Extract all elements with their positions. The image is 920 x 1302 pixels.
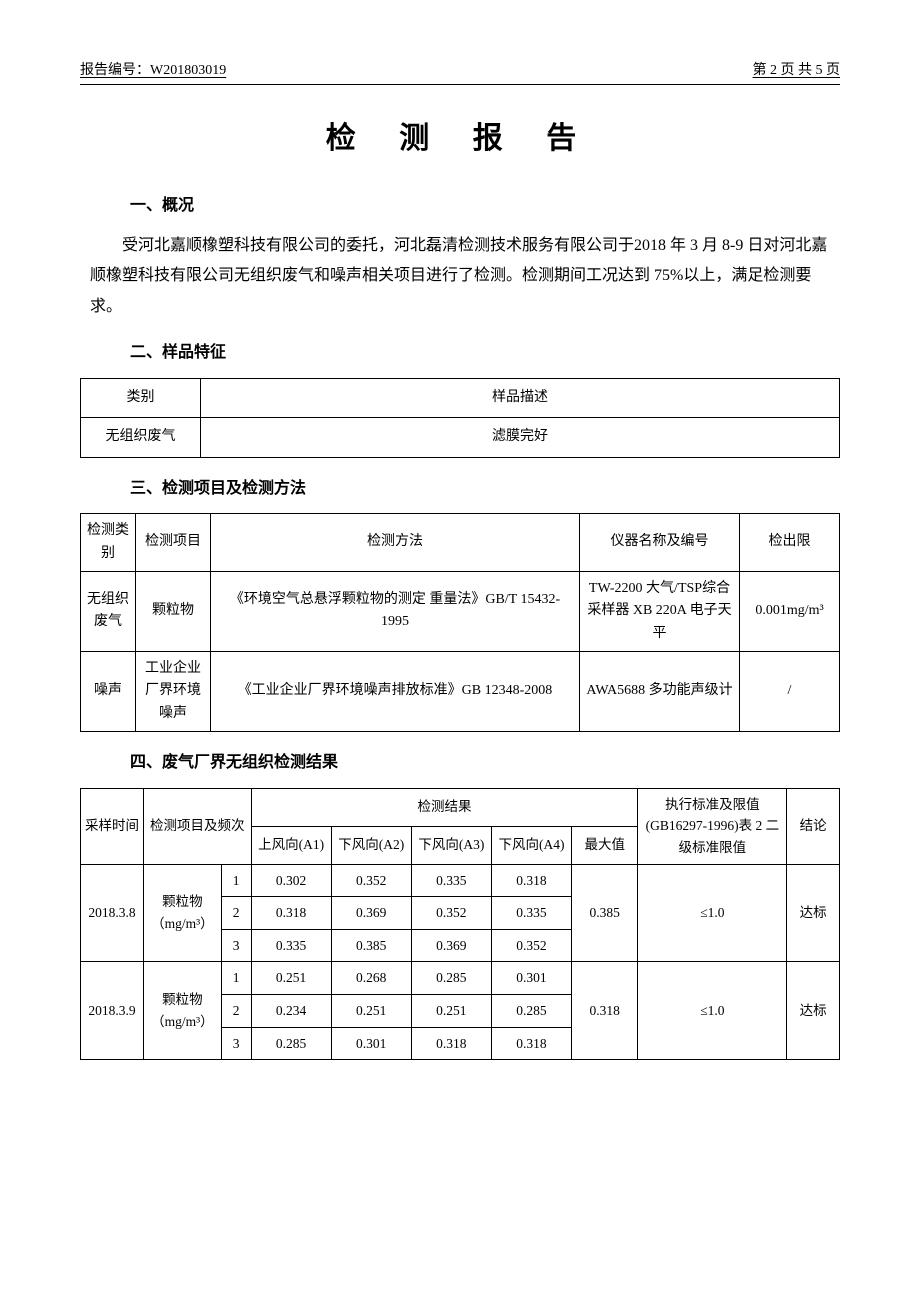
cell: 0.352	[331, 864, 411, 897]
report-no-value: W201803019	[150, 63, 226, 78]
cell: 0.285	[491, 995, 571, 1028]
cell: 0.285	[251, 1027, 331, 1060]
h-a2: 下风向(A2)	[331, 826, 411, 864]
cell-max: 0.385	[572, 864, 638, 962]
cell: 《环境空气总悬浮颗粒物的测定 重量法》GB/T 15432-1995	[211, 571, 580, 651]
table-row: 无组织废气 滤膜完好	[81, 418, 840, 457]
cell: /	[740, 652, 840, 732]
table-row: 噪声 工业企业厂界环境噪声 《工业企业厂界环境噪声排放标准》GB 12348-2…	[81, 652, 840, 732]
table-row: 检测类别 检测项目 检测方法 仪器名称及编号 检出限	[81, 514, 840, 572]
h-a4: 下风向(A4)	[491, 826, 571, 864]
h-a1: 上风向(A1)	[251, 826, 331, 864]
table-row: 2018.3.8 颗粒物（mg/m³） 1 0.302 0.352 0.335 …	[81, 864, 840, 897]
cell: 0.318	[251, 897, 331, 930]
page-header: 报告编号：W201803019 第 2 页 共 5 页	[80, 60, 840, 85]
page-title: 检 测 报 告	[80, 115, 840, 163]
cell: 0.001mg/m³	[740, 571, 840, 651]
cell: 0.335	[411, 864, 491, 897]
cell-limit: ≤1.0	[638, 864, 787, 962]
cell: 0.251	[411, 995, 491, 1028]
cell-freq: 1	[221, 864, 251, 897]
section-1-body: 受河北嘉顺橡塑科技有限公司的委托，河北磊清检测技术服务有限公司于2018 年 3…	[90, 231, 830, 322]
cell-category-header: 类别	[81, 378, 201, 417]
cell: 噪声	[81, 652, 136, 732]
cell-item: 颗粒物（mg/m³）	[143, 864, 221, 962]
cell: 0.285	[411, 962, 491, 995]
cell: 0.369	[411, 929, 491, 962]
cell: AWA5688 多功能声级计	[580, 652, 740, 732]
cell-time: 2018.3.9	[81, 962, 144, 1060]
h-item: 检测项目	[136, 514, 211, 572]
h-method: 检测方法	[211, 514, 580, 572]
cell: 无组织废气	[81, 571, 136, 651]
cell-limit: ≤1.0	[638, 962, 787, 1060]
h-result: 检测结果	[251, 788, 638, 826]
h-time: 采样时间	[81, 788, 144, 864]
cell: 《工业企业厂界环境噪声排放标准》GB 12348-2008	[211, 652, 580, 732]
table-row: 采样时间 检测项目及频次 检测结果 执行标准及限值(GB16297-1996)表…	[81, 788, 840, 826]
cell: 0.301	[491, 962, 571, 995]
cell: 0.234	[251, 995, 331, 1028]
h-limit: 检出限	[740, 514, 840, 572]
cell: 颗粒物	[136, 571, 211, 651]
cell: 0.335	[491, 897, 571, 930]
page-info: 第 2 页 共 5 页	[753, 63, 841, 78]
section-2-heading: 二、样品特征	[130, 340, 840, 366]
cell: 0.318	[411, 1027, 491, 1060]
cell-max: 0.318	[572, 962, 638, 1060]
cell-freq: 1	[221, 962, 251, 995]
cell-desc: 滤膜完好	[201, 418, 840, 457]
report-no-label: 报告编号：	[80, 63, 150, 78]
section-3-heading: 三、检测项目及检测方法	[130, 476, 840, 502]
cell: 0.301	[331, 1027, 411, 1060]
cell-freq: 2	[221, 995, 251, 1028]
cell: 0.369	[331, 897, 411, 930]
cell: TW-2200 大气/TSP综合采样器 XB 220A 电子天平	[580, 571, 740, 651]
cell: 0.352	[491, 929, 571, 962]
cell-category: 无组织废气	[81, 418, 201, 457]
h-item: 检测项目及频次	[143, 788, 251, 864]
table-row: 类别 样品描述	[81, 378, 840, 417]
cell-conclusion: 达标	[787, 864, 840, 962]
table-row: 2018.3.9 颗粒物（mg/m³） 1 0.251 0.268 0.285 …	[81, 962, 840, 995]
sample-characteristics-table: 类别 样品描述 无组织废气 滤膜完好	[80, 378, 840, 458]
h-a3: 下风向(A3)	[411, 826, 491, 864]
section-1-heading: 一、概况	[130, 193, 840, 219]
cell: 工业企业厂界环境噪声	[136, 652, 211, 732]
section-4-heading: 四、废气厂界无组织检测结果	[130, 750, 840, 776]
methods-table: 检测类别 检测项目 检测方法 仪器名称及编号 检出限 无组织废气 颗粒物 《环境…	[80, 513, 840, 732]
cell: 0.385	[331, 929, 411, 962]
page-number: 第 2 页 共 5 页	[753, 60, 841, 82]
cell: 0.318	[491, 1027, 571, 1060]
cell: 0.251	[331, 995, 411, 1028]
cell-time: 2018.3.8	[81, 864, 144, 962]
cell-desc-header: 样品描述	[201, 378, 840, 417]
cell-freq: 3	[221, 929, 251, 962]
cell-freq: 3	[221, 1027, 251, 1060]
cell: 0.335	[251, 929, 331, 962]
h-conclusion: 结论	[787, 788, 840, 864]
h-max: 最大值	[572, 826, 638, 864]
cell-conclusion: 达标	[787, 962, 840, 1060]
results-table: 采样时间 检测项目及频次 检测结果 执行标准及限值(GB16297-1996)表…	[80, 788, 840, 1060]
cell-item: 颗粒物（mg/m³）	[143, 962, 221, 1060]
cell: 0.251	[251, 962, 331, 995]
cell-freq: 2	[221, 897, 251, 930]
cell: 0.318	[491, 864, 571, 897]
table-row: 无组织废气 颗粒物 《环境空气总悬浮颗粒物的测定 重量法》GB/T 15432-…	[81, 571, 840, 651]
h-standard: 执行标准及限值(GB16297-1996)表 2 二级标准限值	[638, 788, 787, 864]
report-number: 报告编号：W201803019	[80, 60, 226, 82]
h-category: 检测类别	[81, 514, 136, 572]
cell: 0.268	[331, 962, 411, 995]
cell: 0.302	[251, 864, 331, 897]
cell: 0.352	[411, 897, 491, 930]
h-instrument: 仪器名称及编号	[580, 514, 740, 572]
